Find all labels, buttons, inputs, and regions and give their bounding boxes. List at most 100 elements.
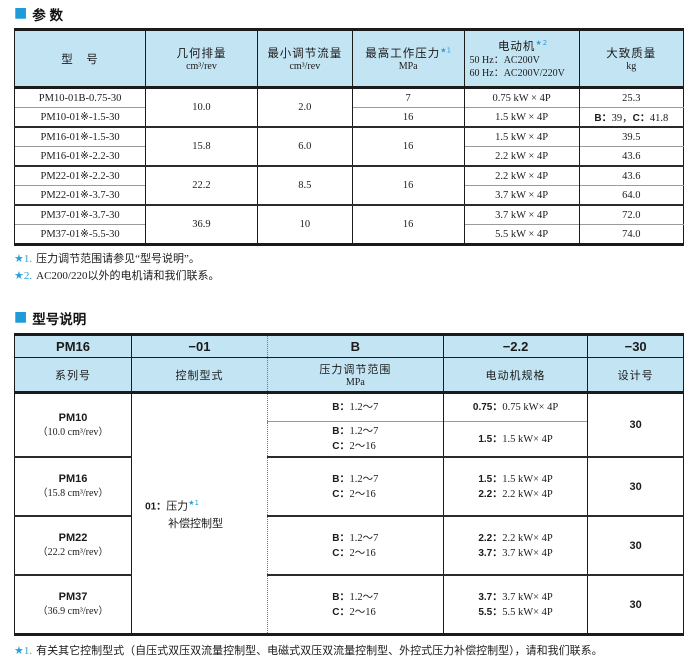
motor-cell: 2.2 kW × 4P xyxy=(463,146,580,166)
pressure-cell: 16 xyxy=(351,126,465,166)
model-cell: PM37-01※-5.5-30 xyxy=(13,224,146,245)
min-flow-cell: 6.0 xyxy=(256,126,353,166)
pressure-range-cell: B：1.2～7 xyxy=(266,391,444,422)
table-row: B：1.2～7 C：2～16 1.5：1.5 kW× 4P xyxy=(15,421,684,457)
pressure-range-cell: B：1.2～7 C：2～16 xyxy=(266,515,444,575)
model-cell: PM10-01B-0.75-30 xyxy=(13,86,146,108)
min-flow-cell: 10 xyxy=(256,204,353,245)
pressure-range-cell: B：1.2～7 C：2～16 xyxy=(266,456,444,516)
mass-cell: 72.0 xyxy=(578,204,684,225)
model-code-row: PM16 −01 B −2.2 −30 xyxy=(13,334,684,358)
table-row: PM16-01※-1.5-30 15.8 6.0 16 1.5 kW × 4P … xyxy=(13,126,684,166)
code-series: PM16 xyxy=(13,334,132,358)
pressure-range-cell: B：1.2～7 C：2～16 xyxy=(266,574,444,635)
motor-cell: 5.5 kW × 4P xyxy=(463,224,580,245)
mass-cell: B：39，C：41.8 xyxy=(578,107,684,127)
code-control: −01 xyxy=(131,334,268,358)
parameters-footnotes: ★1. 压力调节范围请参见“型号说明”。 ★2. AC200/220以外的电机请和我… xyxy=(14,251,684,285)
parameters-header-row: 型 号 几何排量 cm³/rev 最小调节流量 cm³/rev 最高工作压力★1… xyxy=(13,29,684,89)
header-model: 型 号 xyxy=(13,29,146,89)
motor-spec-cell: 1.5：1.5 kW× 4P 2.2：2.2 kW× 4P xyxy=(442,456,588,516)
code-motor: −2.2 xyxy=(442,334,588,358)
motor-cell: 0.75 kW × 4P xyxy=(463,86,580,108)
model-code-table: PM16 −01 B −2.2 −30 系列号 控制型式 压力调节范围 MPa … xyxy=(13,333,684,636)
model-cell: PM16-01※-2.2-30 xyxy=(13,146,146,166)
label-control: 控制型式 xyxy=(131,357,268,394)
section-params-title: ■ 参 数 xyxy=(14,5,684,23)
motor-cell: 2.2 kW × 4P xyxy=(463,165,580,186)
table-row: PM16-01※-2.2-30 2.2 kW × 4P 43.6 xyxy=(13,146,684,166)
star-ref: ★2. xyxy=(14,270,33,282)
footnote-ref-2: ★2 xyxy=(535,38,549,47)
model-cell: PM22-01※-2.2-30 xyxy=(13,165,146,186)
motor-cell: 3.7 kW × 4P xyxy=(463,185,580,205)
motor-cell: 1.5 kW × 4P xyxy=(463,126,580,147)
displacement-cell: 36.9 xyxy=(145,204,258,245)
motor-spec-cell: 1.5：1.5 kW× 4P xyxy=(442,421,588,457)
model-cell: PM10-01※-1.5-30 xyxy=(13,107,146,127)
footnote-ref-1: ★1 xyxy=(440,46,452,55)
label-series: 系列号 xyxy=(13,357,132,394)
series-cell: PM22 （22.2 cm³/rev） xyxy=(13,515,132,575)
star-ref: ★1. xyxy=(14,253,33,265)
pressure-cell: 16 xyxy=(351,107,465,127)
design-number-cell: 30 xyxy=(587,391,684,457)
series-cell: PM10 （10.0 cm³/rev） xyxy=(13,391,132,457)
table-row: PM10-01※-1.5-30 16 1.5 kW × 4P B：39，C：41… xyxy=(13,107,684,127)
motor-cell: 1.5 kW × 4P xyxy=(463,107,580,127)
table-row: PM37-01※-5.5-30 5.5 kW × 4P 74.0 xyxy=(13,224,684,245)
mass-cell: 39.5 xyxy=(578,126,684,147)
footnote-ref-1: ★1 xyxy=(188,499,199,508)
section-title-text: 型号说明 xyxy=(32,311,87,327)
blue-square-bullet-icon: ■ xyxy=(14,5,28,21)
min-flow-cell: 2.0 xyxy=(256,86,353,127)
table-row: PM10-01B-0.75-30 10.0 2.0 7 0.75 kW × 4P… xyxy=(13,86,684,127)
header-mass: 大致质量 kg xyxy=(578,29,684,89)
pressure-range-cell: B：1.2～7 C：2～16 xyxy=(266,421,444,457)
pressure-cell: 16 xyxy=(351,165,465,205)
design-number-cell: 30 xyxy=(587,515,684,575)
blue-square-bullet-icon: ■ xyxy=(14,309,28,325)
control-type-cell: 01：压力★1 补偿控制型 xyxy=(131,391,268,635)
motor-spec-cell: 2.2：2.2 kW× 4P 3.7：3.7 kW× 4P xyxy=(442,515,588,575)
label-pressure: 压力调节范围 MPa xyxy=(266,357,444,394)
mass-cell: 74.0 xyxy=(578,224,684,245)
design-number-cell: 30 xyxy=(587,574,684,635)
table-row: PM22-01※-3.7-30 3.7 kW × 4P 64.0 xyxy=(13,185,684,205)
header-min-flow: 最小调节流量 cm³/rev xyxy=(256,29,353,89)
header-max-pressure: 最高工作压力★1 MPa xyxy=(351,29,465,89)
min-flow-cell: 8.5 xyxy=(256,165,353,205)
section-title-text: 参 数 xyxy=(32,7,63,23)
model-cell: PM22-01※-3.7-30 xyxy=(13,185,146,205)
model-cell: PM37-01※-3.7-30 xyxy=(13,204,146,225)
footnote-1: ★1. 压力调节范围请参见“型号说明”。 xyxy=(14,253,200,265)
code-pressure: B xyxy=(266,334,444,358)
motor-spec-cell: 0.75：0.75 kW× 4P xyxy=(442,391,588,422)
header-displacement: 几何排量 cm³/rev xyxy=(145,29,258,89)
model-label-row: 系列号 控制型式 压力调节范围 MPa 电动机规格 设计号 xyxy=(13,357,684,394)
table-row: PM37-01※-3.7-30 36.9 10 16 3.7 kW × 4P 7… xyxy=(13,204,684,245)
pressure-cell: 16 xyxy=(351,204,465,245)
displacement-cell: 22.2 xyxy=(145,165,258,205)
series-cell: PM16 （15.8 cm³/rev） xyxy=(13,456,132,516)
table-row: PM37 （36.9 cm³/rev） B：1.2～7 C：2～16 3.7：3… xyxy=(13,574,684,635)
footnote-2: ★2. AC200/220以外的电机请和我们联系。 xyxy=(14,270,220,282)
mass-cell: 43.6 xyxy=(578,146,684,166)
mass-cell: 25.3 xyxy=(578,86,684,108)
table-row: PM22 （22.2 cm³/rev） B：1.2～7 C：2～16 2.2：2… xyxy=(13,515,684,575)
series-cell: PM37 （36.9 cm³/rev） xyxy=(13,574,132,635)
mass-cell: 43.6 xyxy=(578,165,684,186)
table-row: PM10 （10.0 cm³/rev） 01：压力★1 补偿控制型 B：1.2～… xyxy=(13,391,684,635)
mass-cell: 64.0 xyxy=(578,185,684,205)
displacement-cell: 10.0 xyxy=(145,86,258,127)
label-motor: 电动机规格 xyxy=(442,357,588,394)
model-cell: PM16-01※-1.5-30 xyxy=(13,126,146,147)
star-ref: ★1. xyxy=(14,645,33,657)
label-design: 设计号 xyxy=(587,357,684,394)
table-row: PM16 （15.8 cm³/rev） B：1.2～7 C：2～16 1.5：1… xyxy=(13,456,684,516)
motor-spec-cell: 3.7：3.7 kW× 4P 5.5：5.5 kW× 4P xyxy=(442,574,588,635)
section-model-title: ■ 型号说明 xyxy=(14,309,684,327)
header-motor: 电动机★2 50 Hz：AC200V 60 Hz：AC200V/220V xyxy=(463,29,580,89)
spacer xyxy=(14,285,684,307)
pressure-cell: 7 xyxy=(351,86,465,108)
